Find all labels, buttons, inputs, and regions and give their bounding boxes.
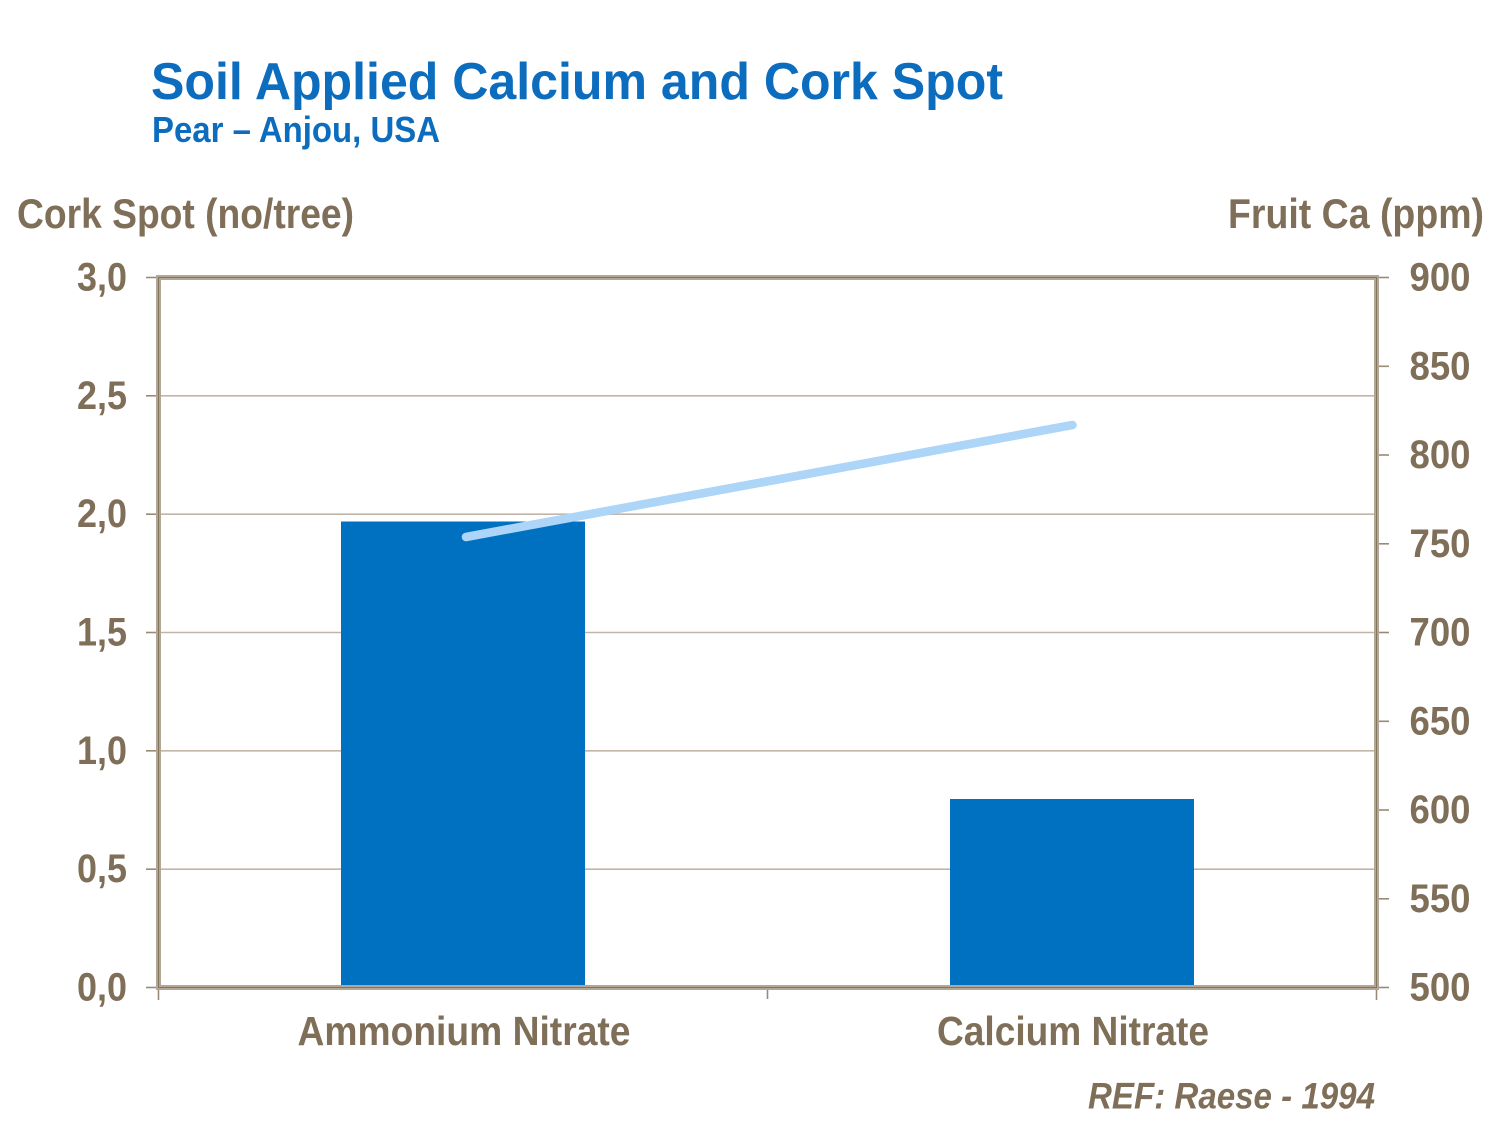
svg-text:2,0: 2,0 <box>77 492 127 536</box>
svg-text:650: 650 <box>1410 699 1471 743</box>
svg-text:750: 750 <box>1410 522 1471 566</box>
svg-text:2,5: 2,5 <box>77 374 127 418</box>
svg-text:1,0: 1,0 <box>77 729 127 773</box>
svg-text:500: 500 <box>1410 966 1471 1010</box>
svg-text:800: 800 <box>1410 433 1471 477</box>
svg-text:REF: Raese - 1994: REF: Raese - 1994 <box>1088 1075 1375 1116</box>
svg-text:3,0: 3,0 <box>77 256 127 300</box>
svg-text:Cork Spot (no/tree): Cork Spot (no/tree) <box>17 190 354 237</box>
svg-text:600: 600 <box>1410 788 1471 832</box>
svg-text:Calcium Nitrate: Calcium Nitrate <box>937 1008 1209 1054</box>
svg-text:0,5: 0,5 <box>77 847 127 891</box>
svg-text:550: 550 <box>1410 877 1471 921</box>
svg-text:Ammonium Nitrate: Ammonium Nitrate <box>298 1008 631 1054</box>
svg-text:1,5: 1,5 <box>77 611 127 655</box>
svg-text:850: 850 <box>1410 344 1471 388</box>
svg-text:700: 700 <box>1410 611 1471 655</box>
svg-text:Pear – Anjou, USA: Pear – Anjou, USA <box>152 109 440 150</box>
svg-text:Fruit Ca (ppm): Fruit Ca (ppm) <box>1228 190 1484 237</box>
svg-text:0,0: 0,0 <box>77 966 127 1010</box>
svg-text:900: 900 <box>1410 256 1471 300</box>
svg-text:Soil Applied Calcium and Cork: Soil Applied Calcium and Cork Spot <box>151 53 1003 111</box>
